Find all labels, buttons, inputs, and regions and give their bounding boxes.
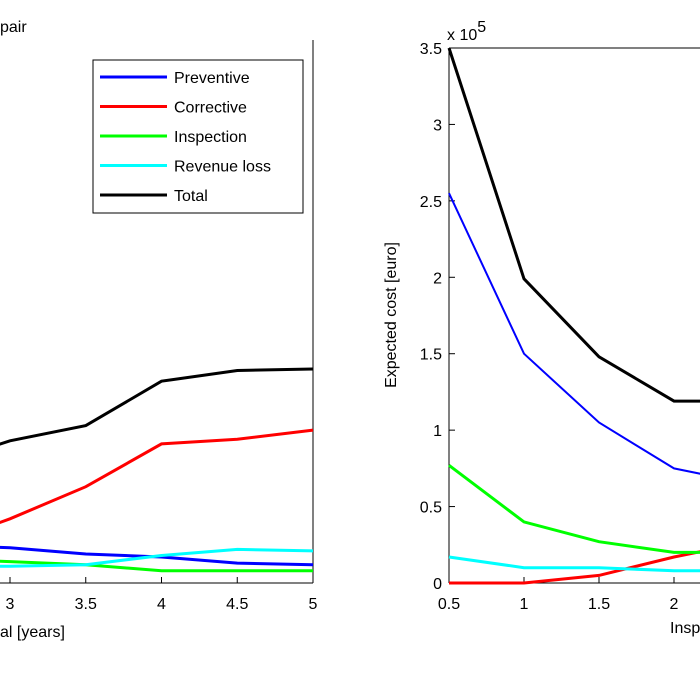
legend-label-preventive: Preventive [174, 70, 250, 87]
left-x-axis-label: al [years] [0, 624, 65, 641]
left-x-tick-label: 3.5 [75, 596, 97, 613]
right-x-tick-label: 1 [520, 596, 529, 613]
left-x-tick-label: 3 [6, 596, 15, 613]
right-y-ticks: 0 0.5 1 1.5 2 2.5 3 3.5 [420, 41, 455, 593]
right-x-tick-label: 0.5 [438, 596, 460, 613]
legend-label-corrective: Corrective [174, 100, 247, 117]
right-series-corrective [449, 550, 700, 585]
left-series-lines [0, 367, 314, 573]
right-y-tick-label: 1 [433, 423, 442, 440]
right-chart: 0 0.5 1 1.5 2 2.5 3 3.5 0.5 1 1.5 2 x 105 Expected… [383, 19, 700, 637]
left-series-revenue-loss [0, 547, 314, 568]
right-series-total [447, 47, 700, 403]
left-x-tick-label: 4 [157, 596, 166, 613]
left-x-ticks: 3 3.5 4 4.5 5 [6, 577, 318, 613]
right-x-tick-label: 1.5 [588, 596, 610, 613]
left-series-preventive [0, 545, 314, 567]
legend-label-revenue-loss: Revenue loss [174, 159, 271, 176]
right-x-axis-label: Insp [670, 620, 700, 637]
left-chart-title: pair [0, 19, 27, 36]
right-series-revenue-loss [448, 555, 700, 573]
right-series-lines [447, 47, 700, 585]
right-series-inspection [448, 464, 700, 554]
right-x-tick-label: 2 [670, 596, 679, 613]
legend-label-inspection: Inspection [174, 129, 247, 146]
right-y-tick-label: 2 [433, 270, 442, 287]
legend-label-total: Total [174, 188, 208, 205]
right-y-tick-label: 3 [433, 117, 442, 134]
left-series-total [0, 367, 314, 446]
right-y-tick-label: 1.5 [420, 347, 442, 364]
left-chart: pair 3 3.5 4 4.5 5 al [years] Preventive Corr… [0, 19, 318, 641]
right-y-tick-label: 2.5 [420, 194, 442, 211]
right-series-preventive [448, 192, 700, 475]
right-y-axis-label: Expected cost [euro] [383, 242, 400, 388]
exponent-label: x 105 [447, 19, 486, 44]
legend: Preventive Corrective Inspection Revenue lo… [92, 59, 304, 214]
exponent-power: 5 [477, 19, 486, 36]
right-y-tick-label: 3.5 [420, 41, 442, 58]
exponent-base: x 10 [447, 27, 477, 44]
left-series-corrective [0, 428, 314, 525]
right-y-tick-label: 0.5 [420, 500, 442, 517]
legend-items: Preventive Corrective Inspection Revenue lo… [100, 70, 271, 205]
left-x-tick-label: 5 [309, 596, 318, 613]
left-x-tick-label: 4.5 [226, 596, 248, 613]
right-y-tick-label: 0 [433, 576, 442, 593]
